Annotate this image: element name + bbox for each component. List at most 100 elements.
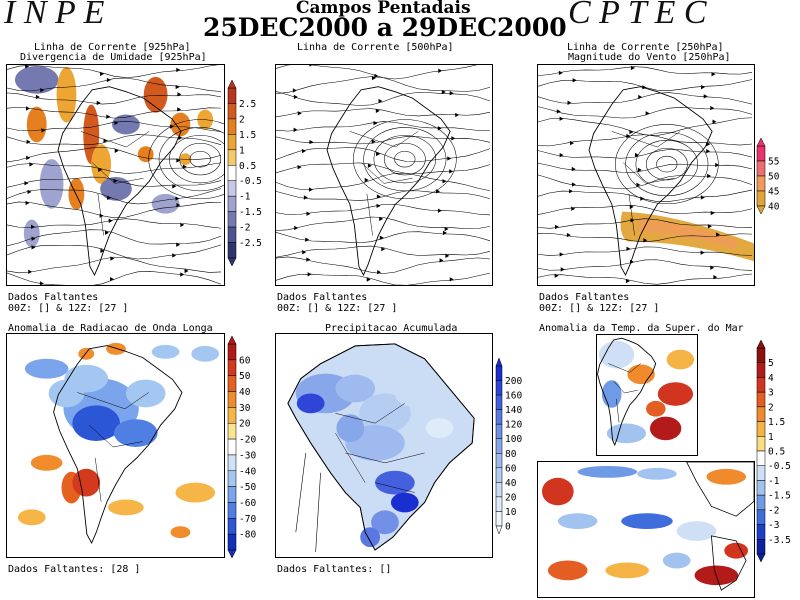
colorbar-swatch (495, 453, 503, 469)
period-title: 25DEC2000 a 29DEC2000 (203, 13, 567, 42)
circulation-streamline (373, 135, 436, 184)
olr-anomaly-contour (72, 405, 120, 442)
colorbar-swatch (756, 465, 766, 481)
colorbar-swatch (495, 423, 503, 439)
streamline-arrow (378, 98, 383, 104)
brazil-coastline (287, 343, 475, 551)
streamline-arrow (182, 164, 187, 169)
streamline (538, 218, 753, 229)
colorbar-tick-label: 2 (239, 114, 245, 125)
streamline-arrow (642, 85, 647, 90)
streamline-arrow (630, 259, 634, 265)
colorbar-tick-label: -80 (239, 530, 256, 541)
streamline (7, 134, 222, 145)
streamline-arrow (35, 94, 40, 100)
south-america-coastline (57, 86, 182, 277)
colorbar-tick-label: 0.5 (768, 447, 785, 458)
streamline-arrow (169, 124, 174, 129)
country-border (616, 398, 620, 423)
country-border (295, 452, 321, 553)
streamline-arrow (309, 65, 313, 67)
streamline-arrow (554, 273, 559, 278)
sst-anomaly-contour (621, 513, 673, 530)
streamline-arrow (379, 235, 384, 240)
streamline-arrow (172, 253, 177, 258)
streamline-arrow (307, 272, 312, 277)
streamline-arrow (558, 70, 563, 76)
map-streamline-250-wind-magnitude (537, 64, 755, 286)
streamline-arrow (172, 184, 177, 189)
streamline (7, 146, 222, 163)
sst-anomaly-contour (646, 400, 666, 417)
colorbar-tick-label: 160 (505, 391, 522, 402)
moisture-divergence-contour (170, 112, 191, 137)
streamline-arrow (103, 138, 108, 143)
country-border (361, 162, 413, 184)
streamline-arrow (29, 162, 34, 167)
colorbar-tick-label: 10 (505, 507, 517, 518)
colorbar-tick-label: 5 (768, 358, 774, 369)
moisture-divergence-contour (91, 144, 112, 184)
p5-title1: Precipitacao Acumulada (325, 323, 458, 334)
streamline-arrow (107, 195, 112, 201)
colorbar-tick-label: 60 (239, 355, 251, 366)
colorbar-tick-label: 2 (768, 402, 774, 413)
circulation-streamline (179, 143, 222, 176)
colorbar-tick-label: 1 (239, 145, 245, 156)
streamline-arrow (636, 182, 641, 188)
colorbar-arrow-bottom (227, 257, 237, 267)
streamline-arrow (114, 148, 119, 153)
streamline (7, 271, 222, 285)
colorbar-swatch (227, 149, 237, 166)
colorbar-swatch (495, 380, 503, 396)
streamline-arrow (175, 84, 180, 90)
streamline-arrow (303, 195, 308, 200)
colorbar-tick-label: 20 (239, 419, 251, 430)
sst-anomaly-contour (662, 552, 691, 569)
streamline-arrow (294, 225, 299, 231)
colorbar-swatch (227, 518, 237, 535)
streamline (7, 201, 222, 219)
streamline-arrow (293, 94, 298, 100)
circulation-streamline (383, 143, 426, 176)
olr-anomaly-contour (151, 344, 180, 359)
sst-anomaly-contour (637, 467, 677, 480)
p3-missing2: 00Z: [] & 12Z: [27 ] (539, 303, 660, 314)
inpe-letters: I N P E (4, 0, 105, 31)
streamline (538, 205, 753, 215)
colorbar-tick-label: -40 (239, 466, 256, 477)
olr-anomaly-contour (125, 379, 166, 408)
streamline-arrow (96, 100, 101, 106)
sst-anomaly-contour (724, 542, 749, 559)
cptec-letters: C P T E C (568, 0, 707, 31)
colorbar-tick-label: 80 (505, 449, 517, 460)
streamline-arrow (293, 127, 298, 133)
p2-missing2: 00Z: [] & 12Z: [27 ] (277, 303, 398, 314)
colorbar-swatch (756, 480, 766, 496)
colorbar-tick-label: -1.5 (239, 207, 262, 218)
streamline (538, 246, 753, 256)
colorbar-swatch (495, 482, 503, 498)
streamline (538, 174, 753, 190)
moisture-divergence-contour (23, 219, 40, 248)
streamline-arrow (713, 274, 718, 280)
streamline-arrow (41, 128, 46, 133)
streamline-arrow (309, 139, 314, 145)
streamline-arrow (441, 89, 446, 95)
colorbar-tick-label: -0.5 (768, 461, 791, 472)
colorbar-tick-label: -2 (239, 223, 250, 234)
streamline-arrow (569, 189, 574, 194)
streamline-arrow (109, 276, 114, 282)
colorbar-swatch (227, 195, 237, 212)
streamline-arrow (555, 224, 560, 230)
streamline-arrow (559, 116, 564, 121)
p1-title2: Divergencia de Umidade [925hPa] (20, 52, 207, 63)
circulation-streamline (635, 140, 698, 189)
olr-anomaly-contour (106, 342, 126, 355)
streamline (276, 147, 491, 162)
streamline-arrow (700, 250, 705, 255)
streamline-arrow (381, 246, 386, 252)
colorbar-swatch (756, 362, 766, 378)
streamline-arrow (180, 272, 185, 277)
streamline-arrow (445, 253, 450, 259)
